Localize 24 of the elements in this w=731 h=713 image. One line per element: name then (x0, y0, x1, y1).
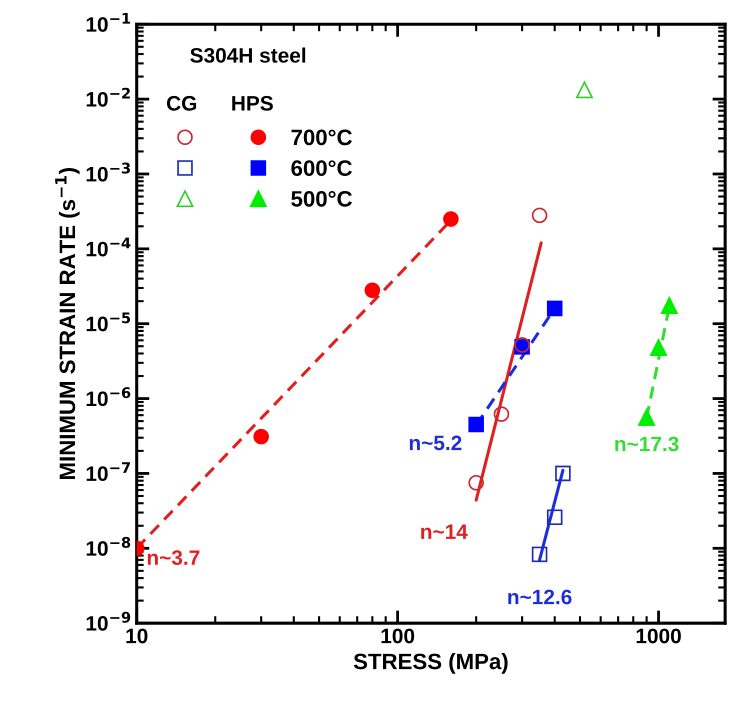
y-tick-label: 10$^{−1}$ (86, 13, 130, 32)
y-tick-label: 10$^{−5}$ (86, 312, 130, 332)
legend-label: 700°C (292, 130, 352, 146)
series-label: n~5.2 (410, 436, 462, 450)
y-tick-label: 10$^{−7}$ (86, 462, 130, 482)
legend-label: 600°C (291, 160, 352, 176)
annotation: S304H steel (190, 47, 306, 63)
annotation: CG (166, 96, 196, 111)
legend-label: 500°C (291, 190, 352, 207)
series-label: n~14 (421, 524, 468, 539)
x-axis-title: STRESS (MPa) (354, 653, 508, 674)
x-tick-label: 1000 (636, 628, 681, 644)
series-label: n~3.7 (148, 550, 200, 566)
y-tick-label: 10$^{−2}$ (86, 88, 130, 107)
y-axis-title: MINIMUM STRAIN RATE (s$^{−1}$) (55, 168, 80, 479)
series-label: n~12.6 (508, 590, 572, 604)
y-tick-label: 10$^{−8}$ (86, 536, 130, 556)
x-tick-label: 10 (126, 628, 148, 644)
y-tick-label: 10$^{−3}$ (86, 162, 130, 182)
y-tick-label: 10$^{−4}$ (86, 238, 130, 256)
y-tick-label: 10$^{−6}$ (86, 387, 130, 406)
series-label: n~17.3 (615, 436, 679, 452)
x-tick-label: 100 (382, 628, 414, 644)
annotation: HPS (232, 96, 273, 111)
